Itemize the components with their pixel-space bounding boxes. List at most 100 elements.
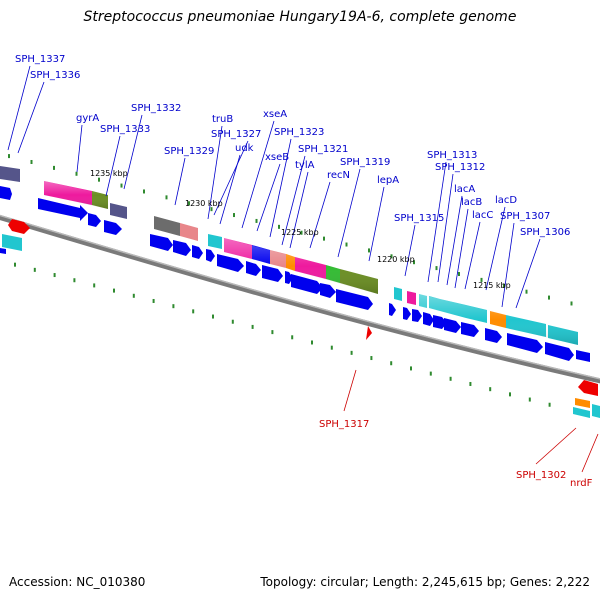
leader-line (17, 81, 45, 154)
feature-block[interactable] (394, 287, 402, 301)
gene-label[interactable]: SPH_1337 (15, 54, 65, 65)
cds-arrow[interactable] (545, 342, 574, 361)
cds-arrow[interactable] (507, 333, 543, 353)
gene-label[interactable]: SPH_1302 (516, 470, 566, 481)
feature-block[interactable] (578, 380, 598, 396)
feature-block[interactable] (592, 404, 600, 418)
ruler-tick-label: 1225 kbp (281, 228, 319, 237)
leader-line (581, 433, 599, 473)
cds-arrow[interactable] (576, 350, 590, 362)
gene-label[interactable]: SPH_1323 (274, 127, 324, 138)
gene-label[interactable]: SPH_1336 (30, 70, 80, 81)
leader-line (437, 173, 454, 283)
cds-arrow[interactable] (262, 265, 283, 282)
gene-label[interactable]: xseA (263, 109, 287, 120)
gene-label[interactable]: SPH_1312 (435, 162, 485, 173)
cds-arrow[interactable] (423, 312, 434, 326)
tick-mark (33, 267, 36, 272)
tick-mark (548, 295, 550, 300)
gene-label[interactable]: SPH_1315 (394, 213, 444, 224)
cds-arrow[interactable] (412, 309, 422, 322)
cds-arrow[interactable] (217, 254, 244, 272)
cds-arrow[interactable] (88, 213, 101, 227)
cds-arrow[interactable] (150, 234, 173, 251)
leader-line (213, 140, 249, 216)
cds-arrow[interactable] (38, 198, 88, 221)
cds-arrow[interactable] (291, 274, 323, 294)
gene-label[interactable]: SPH_1307 (500, 211, 550, 222)
gene-label[interactable]: SPH_1317 (319, 419, 369, 430)
feature-block[interactable] (154, 216, 180, 236)
gene-label[interactable]: SPH_1333 (100, 124, 150, 135)
cds-arrow[interactable] (173, 240, 191, 256)
gene-label[interactable]: SPH_1327 (211, 129, 261, 140)
feature-block[interactable] (180, 223, 198, 241)
cds-arrow[interactable] (461, 322, 479, 337)
tick-mark (323, 236, 325, 241)
leader-line (368, 186, 385, 262)
leader-line (343, 369, 357, 412)
gene-label[interactable]: SPH_1329 (164, 146, 214, 157)
leader-line (485, 206, 506, 291)
ruler-tick-label: 1235 kbp (90, 169, 128, 178)
feature-block[interactable] (0, 248, 6, 254)
gene-label[interactable]: nrdF (570, 478, 593, 489)
leader-line (76, 124, 83, 173)
feature-block[interactable] (2, 234, 22, 251)
tick-mark (271, 330, 274, 335)
gene-label[interactable]: lacB (461, 197, 482, 208)
gene-label[interactable]: xseB (265, 152, 289, 163)
cds-arrow[interactable] (206, 249, 215, 262)
leader-line (256, 163, 281, 232)
gene-label[interactable]: SPH_1313 (427, 150, 477, 161)
gene-label[interactable]: recN (327, 170, 350, 181)
leader-line (535, 427, 577, 465)
gene-label[interactable]: udk (235, 143, 254, 154)
cds-arrow[interactable] (403, 307, 411, 320)
cds-arrow[interactable] (104, 220, 122, 235)
gene-label[interactable]: SPH_1319 (340, 157, 390, 168)
cds-arrow[interactable] (444, 318, 461, 333)
cds-arrow[interactable] (320, 283, 336, 298)
cds-arrow[interactable] (485, 328, 502, 343)
feature-block[interactable] (110, 203, 127, 219)
feature-block[interactable] (366, 326, 372, 340)
cds-arrow[interactable] (0, 186, 12, 200)
leader-line (404, 224, 416, 277)
gene-label[interactable]: SPH_1332 (131, 103, 181, 114)
topology-text: Topology: circular; Length: 2,245,615 bp… (260, 575, 590, 589)
gene-label[interactable]: lepA (377, 175, 399, 186)
feature-block[interactable] (575, 398, 590, 408)
gene-label[interactable]: gyrA (76, 113, 99, 124)
cds-arrow[interactable] (336, 289, 373, 310)
leader-line (289, 171, 309, 249)
cds-arrow[interactable] (433, 315, 447, 329)
gene-label[interactable]: lacD (495, 195, 517, 206)
tick-mark (172, 304, 175, 309)
cds-arrow[interactable] (246, 261, 261, 276)
feature-block[interactable] (208, 234, 222, 249)
tick-mark (390, 361, 393, 366)
gene-label[interactable]: lacC (472, 210, 493, 221)
feature-block[interactable] (407, 291, 416, 305)
tick-mark (311, 340, 313, 345)
cds-arrow[interactable] (389, 303, 396, 316)
cds-arrow[interactable] (192, 245, 203, 259)
gene-label[interactable]: SPH_1321 (298, 144, 348, 155)
tick-mark (14, 262, 16, 267)
leader-line (105, 135, 121, 197)
gene-label[interactable]: tylA (295, 160, 315, 171)
leader-line (219, 154, 241, 225)
gene-label[interactable]: SPH_1306 (520, 227, 570, 238)
feature-block[interactable] (573, 407, 590, 418)
leader-line (174, 157, 186, 206)
tick-mark (73, 278, 76, 283)
gene-label[interactable]: truB (212, 114, 233, 125)
feature-block[interactable] (8, 219, 30, 234)
feature-block[interactable] (0, 166, 20, 182)
gene-label[interactable]: lacA (454, 184, 475, 195)
tick-mark (525, 289, 528, 294)
tick-mark (291, 335, 294, 340)
